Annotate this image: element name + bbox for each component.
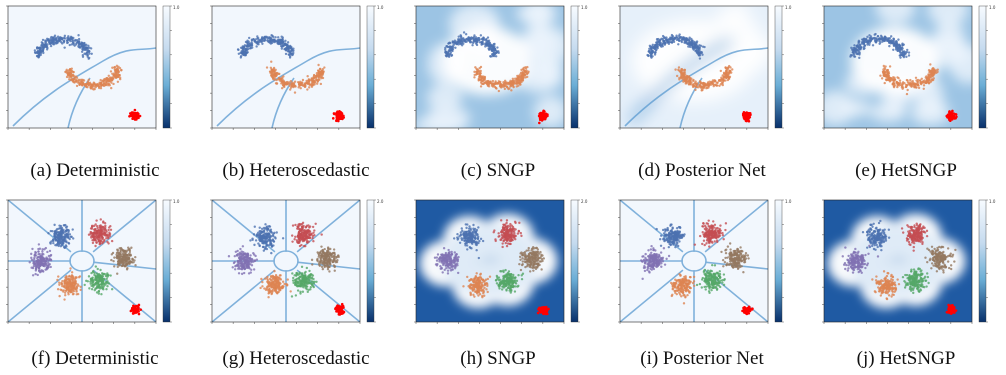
plot-frame: [7, 199, 157, 323]
ood-points: [536, 305, 550, 316]
colorbar: [162, 199, 171, 323]
plot-frame: [619, 199, 769, 323]
panel-b: 1.0: [204, 0, 394, 135]
panel-a: 1.0: [0, 0, 190, 135]
plot-frame: [823, 199, 973, 323]
scatter-points: [646, 33, 734, 92]
colorbar: [570, 5, 579, 129]
plot-b: 1.0: [210, 5, 384, 130]
ood-points: [334, 302, 346, 316]
caption-a: (a) Deterministic: [30, 160, 160, 181]
scatter-points: [236, 34, 326, 94]
scatter-points: [841, 219, 957, 301]
ood-points: [945, 303, 958, 315]
caption-j: (j) HetSNGP: [856, 348, 956, 369]
caption-g: (g) Heteroscedastic: [222, 348, 370, 369]
scatter-points: [227, 221, 340, 299]
caption-d: (d) Posterior Net: [638, 160, 766, 181]
scatter-points: [28, 218, 137, 301]
scatter-points: [849, 32, 939, 96]
caption-b: (b) Heteroscedastic: [222, 160, 370, 181]
panel-j: 1.0: [816, 194, 1006, 329]
colorbar: [774, 199, 783, 323]
caption-i: (i) Posterior Net: [640, 348, 764, 369]
panel-i: 1.0: [612, 194, 802, 329]
plot-frame: [823, 5, 973, 129]
colorbar: [366, 5, 375, 129]
plot-a: 1.0: [6, 5, 180, 130]
plot-frame: [7, 5, 157, 129]
plot-f: 1.0: [6, 199, 180, 324]
caption-h: (h) SNGP: [460, 348, 536, 369]
ood-points: [741, 305, 754, 316]
scatter-points: [433, 219, 545, 299]
ood-points: [129, 303, 143, 316]
plot-i: 1.0: [618, 199, 792, 324]
plot-c: 1.0: [414, 5, 588, 130]
colorbar-max-label: 1.0: [989, 199, 996, 204]
colorbar: [978, 5, 987, 129]
ood-points: [128, 108, 142, 121]
colorbar-max-label: 2.0: [581, 199, 588, 204]
plot-frame: [415, 199, 565, 323]
colorbar: [366, 199, 375, 323]
colorbar-max-label: 1.0: [173, 5, 180, 10]
plot-h: 2.0: [414, 199, 588, 324]
scatter-points: [640, 219, 750, 305]
scatter-points: [443, 31, 530, 93]
ood-points: [537, 109, 549, 125]
ood-points: [945, 109, 958, 123]
caption-c: (c) SNGP: [460, 160, 536, 181]
panel-f: 1.0: [0, 194, 190, 329]
colorbar-max-label: 1.0: [989, 5, 996, 10]
scatter-points: [33, 34, 123, 91]
colorbar-max-label: 1.0: [173, 199, 180, 204]
colorbar: [774, 5, 783, 129]
ood-points: [331, 110, 345, 123]
colorbar: [570, 199, 579, 323]
panel-d: 1.0: [612, 0, 802, 135]
colorbar: [978, 199, 987, 323]
panel-c: 1.0: [408, 0, 598, 135]
plot-j: 1.0: [822, 199, 996, 324]
plot-d: 1.0: [618, 5, 792, 130]
panel-g: 2.0: [204, 194, 394, 329]
colorbar: [162, 5, 171, 129]
caption-f: (f) Deterministic: [31, 348, 159, 369]
plot-e: 1.0: [822, 5, 996, 130]
plot-frame: [211, 5, 361, 129]
ood-points: [741, 110, 752, 123]
panel-e: 1.0: [816, 0, 1006, 135]
colorbar-max-label: 1.0: [581, 5, 588, 10]
caption-e: (e) HetSNGP: [855, 160, 957, 181]
colorbar-max-label: 1.0: [785, 199, 792, 204]
plot-frame: [619, 5, 769, 129]
plot-frame: [415, 5, 565, 129]
plot-frame: [211, 199, 361, 323]
panel-h: 2.0: [408, 194, 598, 329]
colorbar-max-label: 1.0: [785, 5, 792, 10]
plot-g: 2.0: [210, 199, 384, 324]
colorbar-max-label: 1.0: [377, 5, 384, 10]
colorbar-max-label: 2.0: [377, 199, 384, 204]
